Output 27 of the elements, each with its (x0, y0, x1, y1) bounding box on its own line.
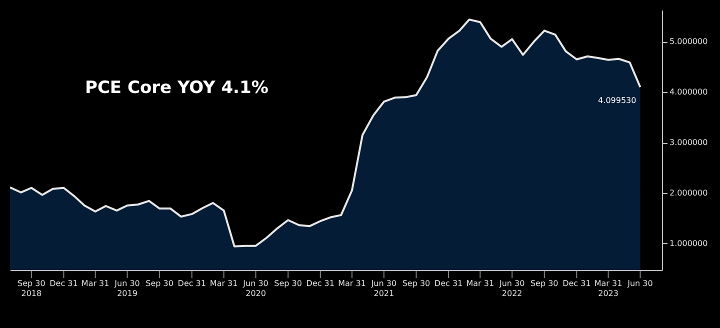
x-tick-label: Dec 31 (562, 279, 591, 288)
x-tick-label: Jun 30 (626, 279, 653, 288)
x-tick-label: Mar 31 (466, 279, 494, 288)
x-tick-label: Mar 31 (210, 279, 238, 288)
x-tick-label: Dec 31 (50, 279, 78, 288)
x-tick-label: Jun 30 2019 (114, 279, 140, 298)
x-tick-label: Dec 31 (434, 279, 463, 288)
annotation: PCE Core YOY 4.1% (85, 78, 268, 98)
x-tick-label: Mar 31 (81, 279, 110, 288)
x-tick-label: Sep 30 2018 (18, 279, 46, 298)
x-tick-label: Mar 31 (338, 279, 366, 288)
x-tick-label: Sep 30 (530, 279, 558, 288)
x-tick-label: Sep 30 (274, 279, 302, 288)
x-tick-label: Jun 30 2022 (498, 279, 525, 298)
x-tick-label: Jun 30 2020 (242, 279, 268, 298)
x-tick-label: Sep 30 (402, 279, 430, 288)
x-tick-label: Dec 31 (178, 279, 206, 288)
y-tick-label: 1.000000 (670, 238, 708, 248)
y-tick-label: 5.000000 (670, 37, 708, 46)
x-tick-label: Sep 30 (146, 279, 174, 288)
y-tick-label: 2.000000 (670, 188, 708, 198)
x-tick-label: Jun 30 2021 (370, 279, 397, 298)
y-tick-label: 3.000000 (670, 138, 708, 148)
data-label: 4.099530 (598, 96, 636, 106)
x-tick-label: Dec 31 (306, 279, 334, 288)
y-tick-label: 4.000000 (670, 88, 708, 97)
x-tick-label: Mar 31 2023 (594, 279, 622, 298)
